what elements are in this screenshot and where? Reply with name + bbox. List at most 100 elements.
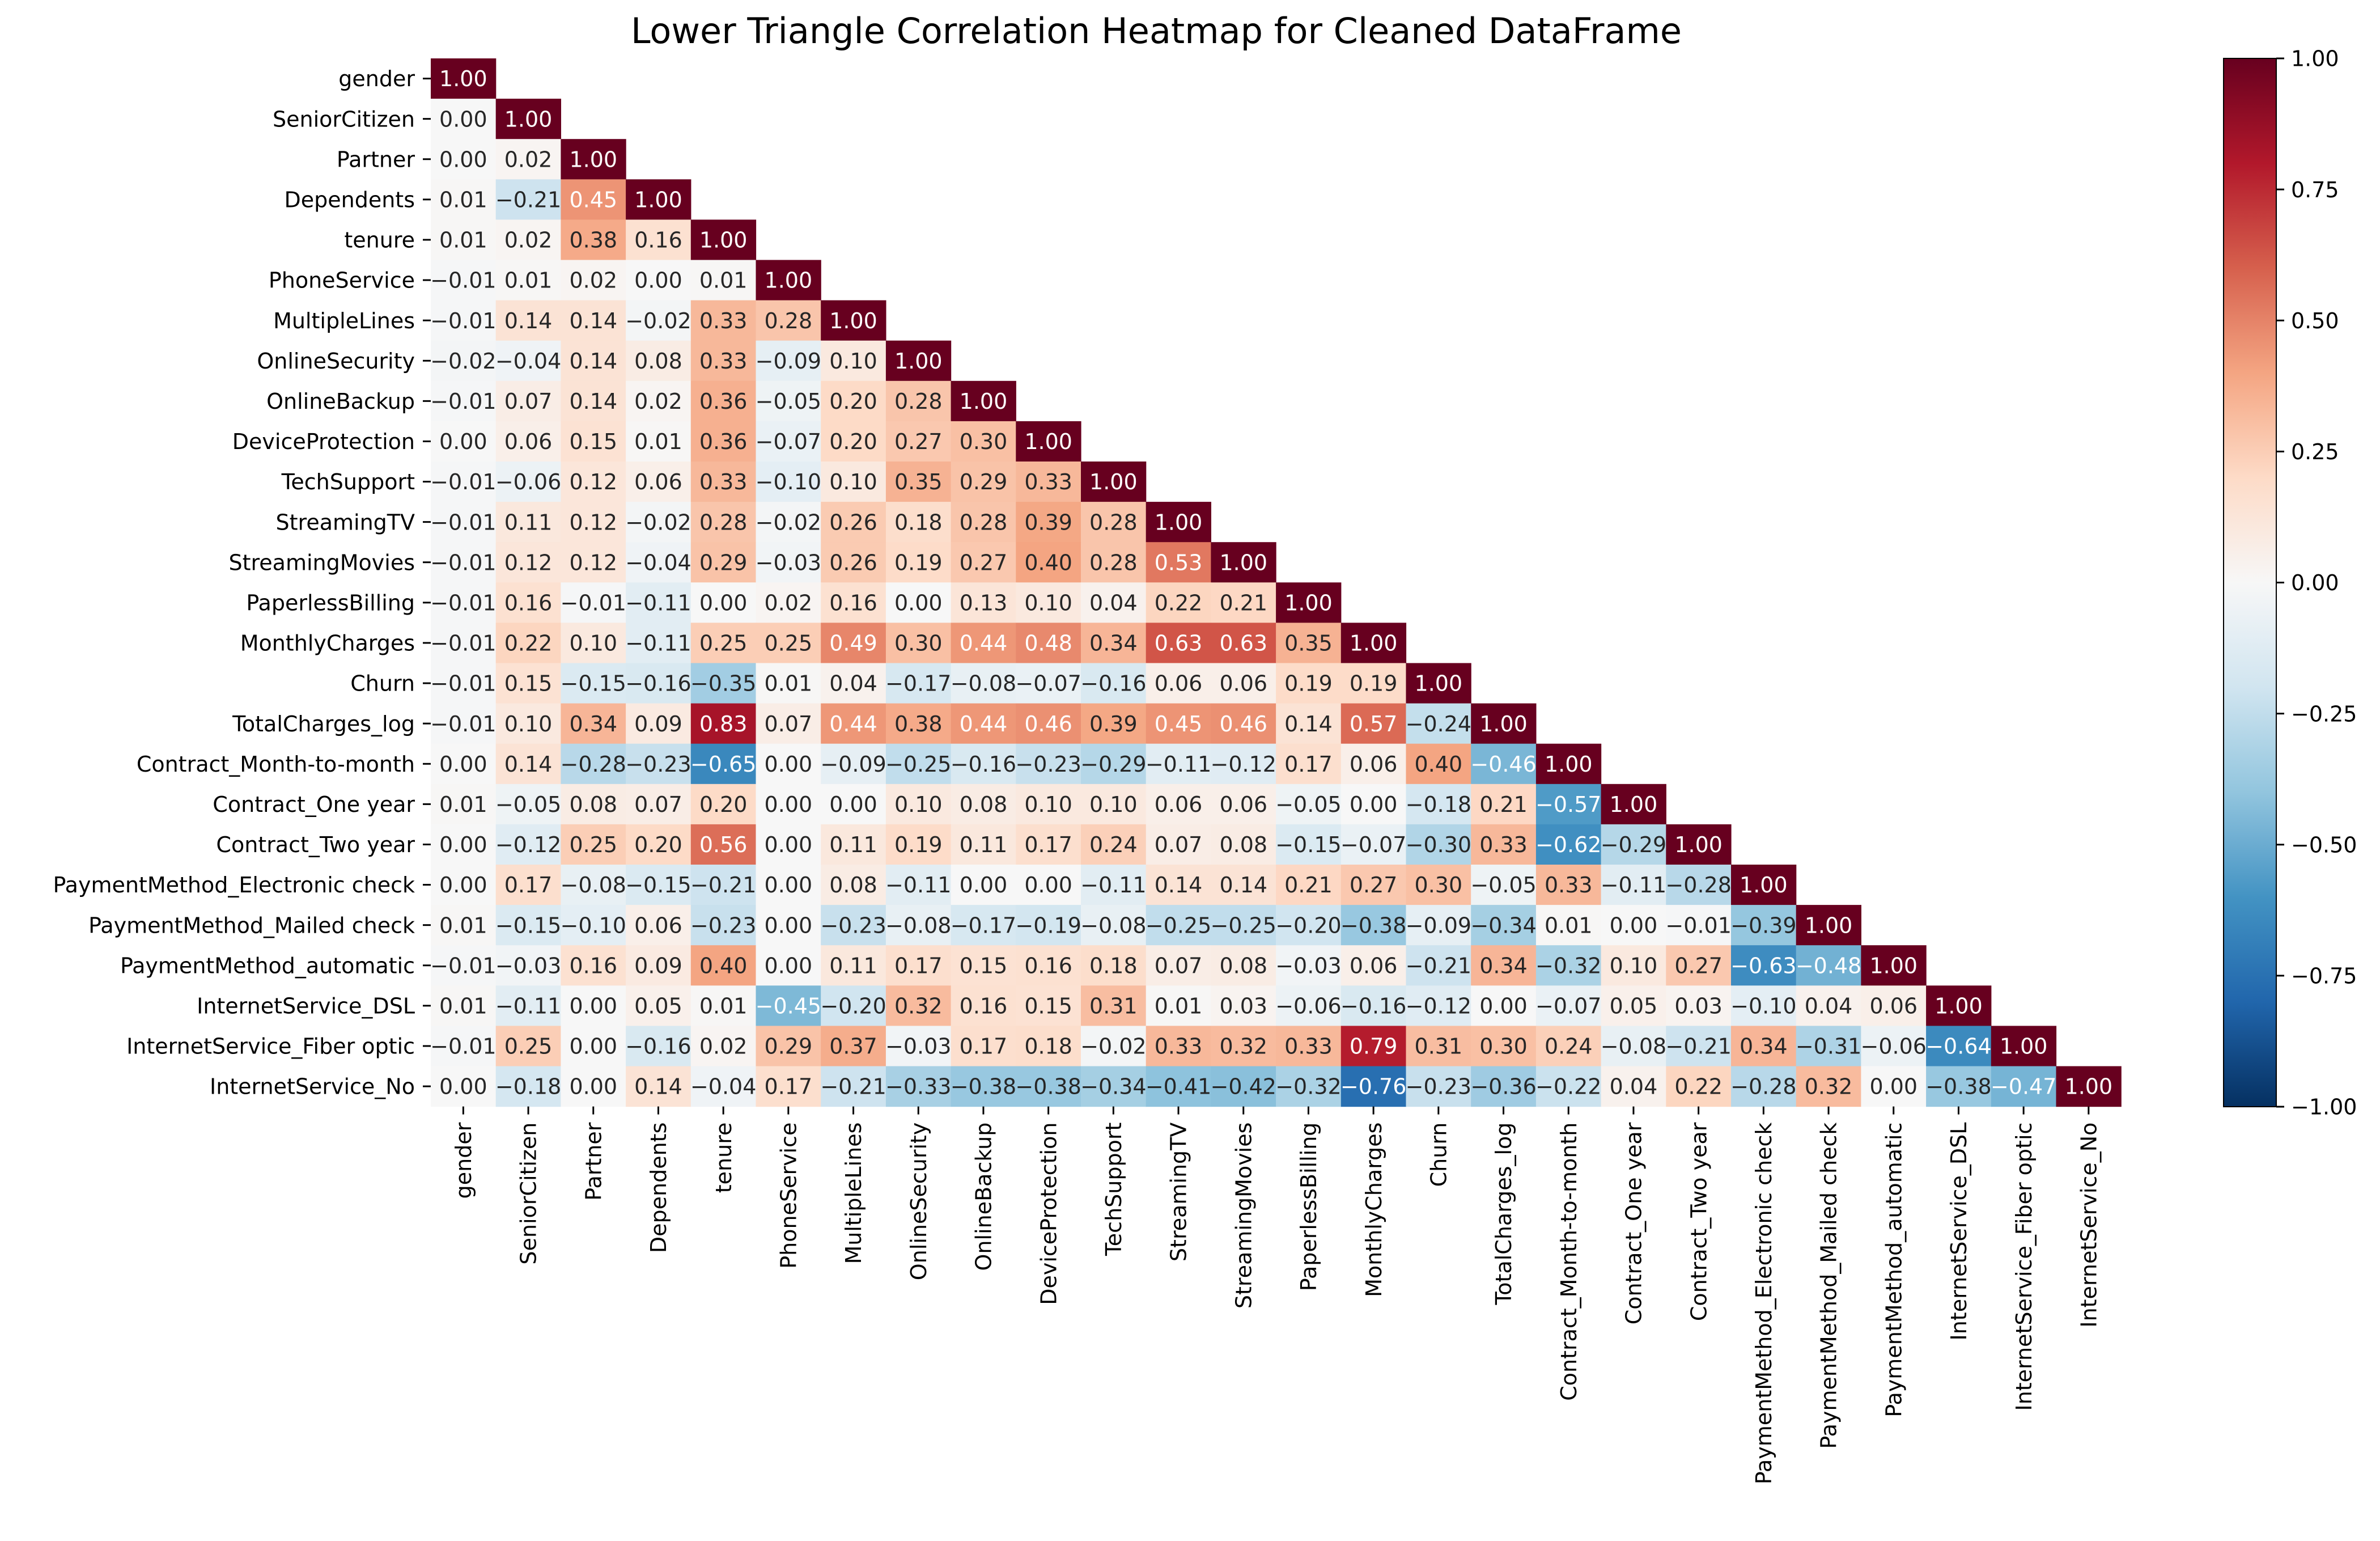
heatmap-cell-value: 1.00 [699, 228, 748, 253]
heatmap-cell-value: −0.34 [1080, 1074, 1146, 1099]
heatmap-cell-value: −0.04 [690, 1074, 756, 1099]
heatmap-cell-value: 0.01 [439, 188, 487, 213]
heatmap-cell [1146, 582, 1211, 623]
heatmap-cell [885, 784, 952, 825]
heatmap-cell-value: −0.42 [1211, 1074, 1276, 1099]
x-axis-tick-label: PhoneService [777, 1123, 801, 1269]
heatmap-cell [1406, 945, 1471, 986]
heatmap-cell-value: 0.30 [960, 429, 1008, 454]
heatmap-cell-value: −0.11 [1601, 873, 1666, 897]
heatmap-cell-value: 0.14 [569, 389, 617, 414]
heatmap-cell-value: 0.19 [894, 832, 943, 857]
heatmap-cell-value: 0.22 [1155, 591, 1203, 616]
heatmap-cell [951, 542, 1016, 583]
heatmap-cell-value: 0.16 [1024, 953, 1072, 978]
heatmap-cell [1146, 623, 1211, 664]
heatmap-cell-value: 0.33 [1284, 1034, 1333, 1059]
heatmap-cell-value: 1.00 [634, 188, 682, 213]
x-axis-tick-label: Contract_One year [1622, 1122, 1647, 1324]
heatmap-cell [821, 380, 886, 422]
heatmap-cell [561, 300, 626, 341]
heatmap-cell-value: −0.16 [1340, 994, 1406, 1019]
heatmap-cell-value: 0.12 [569, 550, 617, 575]
heatmap-cell-value: 0.02 [504, 228, 553, 253]
heatmap-cell-value: 0.33 [1155, 1034, 1203, 1059]
heatmap-cell [431, 945, 497, 986]
heatmap-cell [495, 865, 561, 905]
heatmap-cell [690, 1026, 757, 1067]
heatmap-cell-value: −0.15 [495, 913, 561, 938]
heatmap-cell-value: −0.01 [430, 308, 496, 333]
heatmap-cell-value: 0.01 [634, 429, 682, 454]
heatmap-cell [1276, 582, 1342, 623]
heatmap-cell-value: 0.00 [1024, 873, 1072, 897]
heatmap-cell-value: −0.17 [951, 913, 1016, 938]
heatmap-cell-value: 0.06 [1350, 752, 1398, 777]
heatmap-cell [821, 1026, 886, 1067]
heatmap-cell-value: −0.34 [1470, 913, 1536, 938]
heatmap-cell-value: 0.00 [699, 591, 748, 616]
heatmap-cell [821, 824, 886, 865]
heatmap-cell-value: −0.25 [1211, 913, 1276, 938]
heatmap-cell-value: −0.12 [1406, 994, 1471, 1019]
heatmap-cell-value: 0.17 [765, 1074, 813, 1099]
y-axis-tick-label: MonthlyCharges [240, 631, 415, 656]
heatmap-cell-value: 0.26 [829, 550, 877, 575]
heatmap-cell-value: −0.21 [1665, 1034, 1731, 1059]
heatmap-cell-value: 0.46 [1219, 712, 1267, 736]
heatmap-cell [561, 462, 626, 502]
x-axis-tick-label: InternetService_No [2077, 1123, 2102, 1328]
heatmap-cell [756, 340, 821, 382]
heatmap-cell-value: −0.25 [885, 752, 951, 777]
x-axis-tick-label: PaperlessBilling [1296, 1123, 1321, 1292]
heatmap-cell-value: −0.63 [1730, 953, 1796, 978]
heatmap-cell [1471, 703, 1537, 744]
colorbar-tick-label: 1.00 [2291, 46, 2339, 71]
heatmap-cell [495, 380, 561, 422]
y-axis-tick-label: InternetService_DSL [197, 994, 415, 1019]
heatmap-cell-value: 0.38 [894, 712, 943, 736]
heatmap-cell-value: 0.36 [699, 389, 748, 414]
heatmap-cell [1471, 1066, 1537, 1107]
heatmap-cell [885, 1026, 952, 1067]
x-axis-tick-label: TechSupport [1101, 1123, 1126, 1256]
heatmap-cell [951, 985, 1016, 1026]
heatmap-cell-value: −0.12 [495, 832, 561, 857]
heatmap-cell-value: −0.21 [690, 873, 756, 897]
heatmap-cell [1471, 865, 1537, 905]
heatmap-cell-value: 0.02 [569, 268, 617, 293]
heatmap-cell-value: 0.34 [1740, 1034, 1788, 1059]
heatmap-cell [885, 945, 952, 986]
heatmap-cell-value: −0.07 [1535, 994, 1601, 1019]
heatmap-cell [756, 542, 821, 583]
heatmap-cell-value: 0.16 [960, 994, 1008, 1019]
heatmap-cell-value: −0.33 [885, 1074, 951, 1099]
heatmap-cell [1340, 703, 1407, 744]
heatmap-cell-value: 0.28 [894, 389, 943, 414]
heatmap-cell-value: 0.10 [1089, 792, 1138, 817]
heatmap-cell [431, 421, 497, 462]
heatmap-cell [561, 824, 626, 865]
heatmap-cell [1016, 945, 1081, 986]
heatmap-cell-value: 0.01 [1155, 994, 1203, 1019]
heatmap-cell-value: 0.08 [634, 349, 682, 374]
heatmap-cell [626, 905, 691, 946]
heatmap-cell-value: −0.02 [1080, 1034, 1146, 1059]
heatmap-cell-value: 0.16 [504, 591, 553, 616]
heatmap-cell [1406, 865, 1471, 905]
heatmap-cell-value: 0.30 [1415, 873, 1463, 897]
heatmap-cell-value: 1.00 [765, 268, 813, 293]
heatmap-cell [756, 1066, 821, 1107]
heatmap-cell-value: −0.23 [690, 913, 756, 938]
heatmap-cell [1016, 502, 1081, 543]
y-axis-tick-label: DeviceProtection [232, 429, 415, 454]
heatmap-cell [626, 945, 691, 986]
heatmap-cell [1666, 905, 1732, 946]
heatmap-cell [885, 1066, 952, 1107]
heatmap-cell-value: −0.01 [1665, 913, 1731, 938]
heatmap-cell-value: 0.27 [1350, 873, 1398, 897]
heatmap-cell [690, 219, 757, 261]
colorbar-tick-label: 0.50 [2291, 308, 2339, 333]
heatmap-cell-value: 0.63 [1219, 631, 1267, 656]
heatmap-cell-value: 0.44 [960, 631, 1008, 656]
